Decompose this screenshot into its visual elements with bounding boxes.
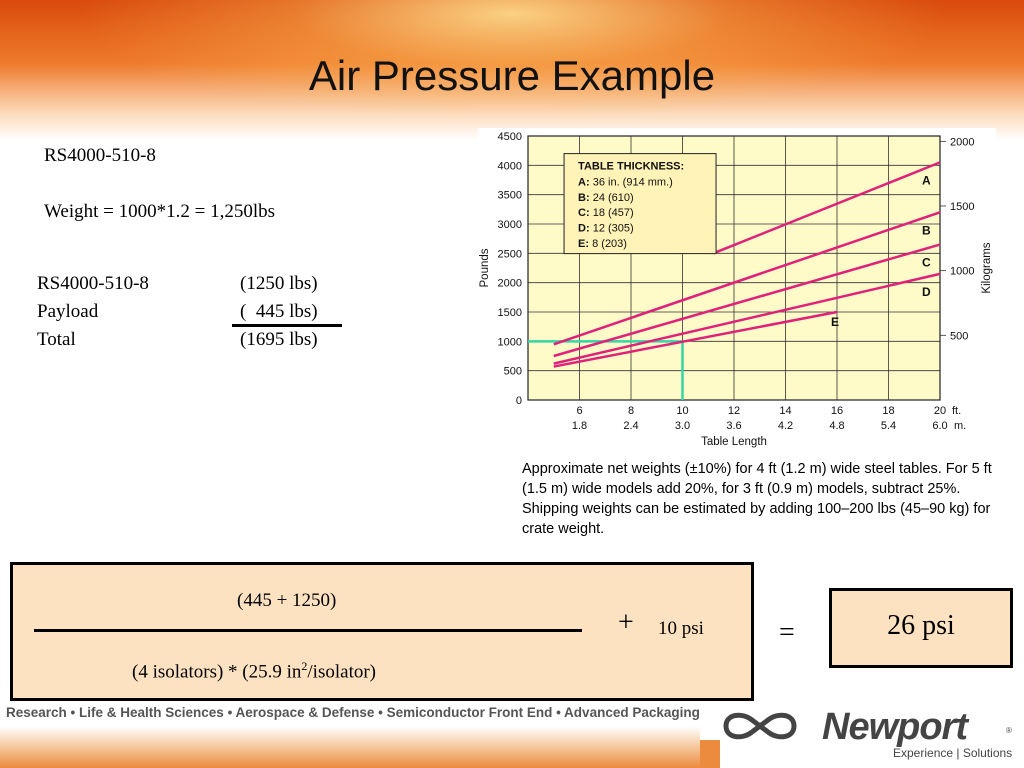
- x-tick-label-ft: 6: [576, 405, 582, 417]
- y-tick-label: 0: [516, 395, 522, 407]
- formula-denominator-post: /isolator): [307, 661, 377, 683]
- legend-text: 36 in. (914 mm.): [590, 177, 673, 189]
- x-tick-label-m: 5.4: [881, 420, 896, 432]
- x-tick-label-ft: 12: [728, 405, 740, 417]
- x-tick-label-ft: 18: [882, 405, 894, 417]
- x-tick-label-m: 6.0: [932, 420, 947, 432]
- legend-title: TABLE THICKNESS:: [578, 161, 684, 173]
- y2-tick-label: 500: [950, 330, 968, 342]
- fraction-line: [34, 629, 582, 632]
- slide-title: Air Pressure Example: [308, 52, 716, 99]
- y2-tick-label: 1500: [950, 201, 974, 213]
- x-tick-label-ft: 14: [779, 405, 791, 417]
- y-tick-label: 3500: [498, 190, 522, 202]
- legend-key: E:: [578, 238, 589, 250]
- footer-tagline: Research • Life & Health Sciences • Aero…: [6, 705, 700, 720]
- legend-entry: C: 18 (457): [578, 207, 634, 219]
- chart-note: Approximate net weights (±10%) for 4 ft …: [522, 461, 992, 537]
- legend-entry: B: 24 (610): [578, 192, 634, 204]
- table-row-value: (1695 lbs): [240, 329, 318, 350]
- result-box: [829, 588, 1013, 668]
- footer-gradient-edge: [700, 740, 720, 768]
- table-row-value: ( 445 lbs): [240, 301, 318, 322]
- x-unit-ft: ft.: [952, 405, 961, 417]
- series-line-e: [553, 310, 838, 368]
- x-tick-label-ft: 10: [676, 405, 688, 417]
- sum-rule: [232, 324, 342, 327]
- formula-numerator: (445 + 1250): [237, 590, 337, 611]
- footer-gradient: [0, 726, 700, 768]
- newport-logo-icon: [723, 712, 797, 740]
- weight-line: Weight = 1000*1.2 = 1,250lbs: [44, 201, 276, 222]
- series-label-b: B: [922, 223, 931, 237]
- formula-denominator: (4 isolators) * (25.9 in2/isolator): [132, 659, 376, 683]
- legend-text: 12 (305): [590, 223, 634, 235]
- header-glow: [0, 0, 1024, 140]
- y-tick-label: 2000: [498, 278, 522, 290]
- y-tick-label: 3000: [498, 219, 522, 231]
- x-tick-label-m: 3.6: [726, 420, 741, 432]
- table-row-label: Payload: [37, 301, 99, 322]
- y-tick-label: 4500: [498, 131, 522, 143]
- x-tick-label-ft: 16: [831, 405, 843, 417]
- legend-entry: A: 36 in. (914 mm.): [578, 177, 673, 189]
- registered-mark: ®: [1006, 726, 1012, 735]
- y-tick-label: 4000: [498, 160, 522, 172]
- series-label-c: C: [922, 256, 931, 270]
- series-line-c: [553, 243, 941, 358]
- formula-addend: 10 psi: [658, 618, 704, 639]
- legend-text: 24 (610): [590, 192, 634, 204]
- x-axis-label: Table Length: [701, 436, 767, 448]
- y-tick-label: 2500: [498, 248, 522, 260]
- legend-key: C:: [578, 207, 590, 219]
- formula-plus: +: [618, 607, 634, 638]
- plot-border: [527, 135, 941, 401]
- series-line-b: [553, 211, 941, 346]
- series-line-a: [712, 161, 941, 255]
- legend-text: 18 (457): [590, 207, 634, 219]
- result-value: 26 psi: [887, 610, 955, 641]
- series-label-e: E: [831, 315, 839, 329]
- series-line-d: [553, 272, 941, 365]
- table-row-label: Total: [37, 329, 76, 350]
- legend-entry: D: 12 (305): [578, 223, 634, 235]
- y2-tick-label: 2000: [950, 136, 974, 148]
- formula-equals: =: [779, 617, 795, 648]
- formula-denominator-pre: (4 isolators) * (25.9 in: [132, 661, 302, 683]
- x-tick-label-m: 1.8: [572, 420, 587, 432]
- table-row-value: (1250 lbs): [240, 273, 318, 294]
- x-tick-label-m: 2.4: [623, 420, 638, 432]
- x-tick-label-m: 3.0: [675, 420, 690, 432]
- x-tick-label-m: 4.2: [778, 420, 793, 432]
- legend-key: A:: [578, 177, 590, 189]
- legend-key: B:: [578, 192, 590, 204]
- legend-text: 8 (203): [589, 238, 627, 250]
- x-unit-m: m.: [954, 420, 966, 432]
- series-label-a: A: [922, 173, 931, 187]
- y2-tick-label: 1000: [950, 266, 974, 278]
- y-tick-label: 1500: [498, 307, 522, 319]
- y-tick-label: 1000: [498, 336, 522, 348]
- x-tick-label-ft: 8: [628, 405, 634, 417]
- y-tick-label: 500: [504, 366, 522, 378]
- x-tick-label-ft: 20: [934, 405, 946, 417]
- legend-entry: E: 8 (203): [578, 238, 627, 250]
- legend-box: [563, 153, 717, 255]
- series-label-d: D: [922, 285, 931, 299]
- legend-key: D:: [578, 223, 590, 235]
- formula-denominator-sup: 2: [301, 659, 308, 673]
- weight-chart: 0 500 1000 1500 2000 2500 3000 3500 4000 4500 500 1…: [478, 128, 996, 450]
- y-axis-label: Pounds: [479, 248, 491, 287]
- brand-subtitle: Experience | Solutions: [893, 746, 1013, 760]
- y2-axis-label: Kilograms: [981, 242, 993, 293]
- brand-name: Newport: [822, 706, 968, 748]
- model-line: RS4000-510-8: [44, 145, 156, 166]
- x-tick-label-m: 4.8: [829, 420, 844, 432]
- table-row-label: RS4000-510-8: [37, 273, 149, 294]
